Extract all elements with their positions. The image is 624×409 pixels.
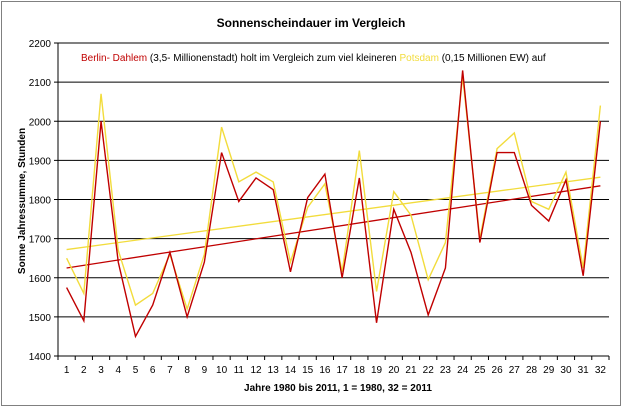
series-line-potsdam — [65, 76, 602, 312]
x-tick-label: 15 — [302, 365, 314, 376]
x-tick-label: 32 — [595, 365, 607, 376]
x-tick-label: 19 — [371, 365, 383, 376]
y-tick-label: 1400 — [29, 352, 52, 363]
annotation-berlin: Berlin- Dahlem — [81, 53, 147, 64]
x-tick-label: 25 — [474, 365, 486, 376]
x-tick-label: 13 — [268, 365, 280, 376]
y-axis-label: Sonne Jahressumme, Stunden — [17, 128, 28, 274]
x-tick-label: 2 — [81, 365, 87, 376]
x-tick-label: 10 — [216, 365, 228, 376]
x-tick-label: 17 — [337, 365, 349, 376]
series-lines — [65, 70, 602, 339]
y-tick-label: 1500 — [29, 313, 52, 324]
y-tick-label: 1900 — [29, 156, 52, 167]
x-tick-label: 7 — [167, 365, 173, 376]
chart-title: Sonnenscheindauer im Vergleich — [217, 16, 406, 30]
y-tick-label: 2000 — [29, 117, 52, 128]
x-tick-label: 22 — [423, 365, 435, 376]
x-tick-label: 29 — [543, 365, 555, 376]
x-tick-label: 23 — [440, 365, 452, 376]
axes — [54, 42, 610, 360]
x-tick-label: 11 — [234, 365, 245, 376]
annotation-potsdam: Potsdam — [399, 53, 438, 64]
x-tick-label: 18 — [354, 365, 366, 376]
x-tick-label: 5 — [133, 365, 139, 376]
y-tick-label: 1600 — [29, 274, 52, 285]
x-tick-label: 20 — [388, 365, 400, 376]
x-tick-label: 24 — [457, 365, 469, 376]
y-tick-label: 2100 — [29, 78, 52, 89]
x-tick-label: 6 — [150, 365, 156, 376]
x-tick-label: 21 — [405, 365, 417, 376]
x-tick-label: 30 — [560, 365, 572, 376]
x-axis-label: Jahre 1980 bis 2011, 1 = 1980, 32 = 2011 — [244, 383, 432, 394]
x-tick-label: 3 — [98, 365, 104, 376]
chart-annotation: Berlin- Dahlem (3,5- Millionenstadt) hol… — [81, 53, 546, 64]
x-tick-label: 26 — [492, 365, 504, 376]
x-tick-labels: 1 2 3 4 5 6 7 8 9 10 11 12 13 14 15 16 17 18 19 20 21 22 23 24 2… — [64, 365, 607, 376]
y-tick-label: 1700 — [29, 235, 52, 246]
x-tick-label: 27 — [509, 365, 521, 376]
x-tick-label: 14 — [285, 365, 297, 376]
trendline-potsdam — [66, 176, 601, 251]
annotation-end: (0,15 Millionen EW) auf — [439, 53, 546, 64]
series-line-berlin-dahlem — [65, 70, 602, 339]
x-tick-label: 1 — [64, 365, 70, 376]
y-tick-labels: 1400 1500 1600 1700 1800 1900 2000 2100 2200 — [29, 39, 52, 363]
x-tick-label: 8 — [184, 365, 190, 376]
x-tick-label: 31 — [578, 365, 590, 376]
x-tick-label: 12 — [250, 365, 262, 376]
y-tick-label: 1800 — [29, 196, 52, 207]
x-tick-label: 9 — [202, 365, 208, 376]
x-tick-label: 16 — [319, 365, 331, 376]
x-tick-label: 4 — [115, 365, 121, 376]
annotation-middle: (3,5- Millionenstadt) holt im Vergleich … — [147, 53, 399, 64]
y-tick-label: 2200 — [29, 39, 52, 50]
x-tick-label: 28 — [526, 365, 538, 376]
